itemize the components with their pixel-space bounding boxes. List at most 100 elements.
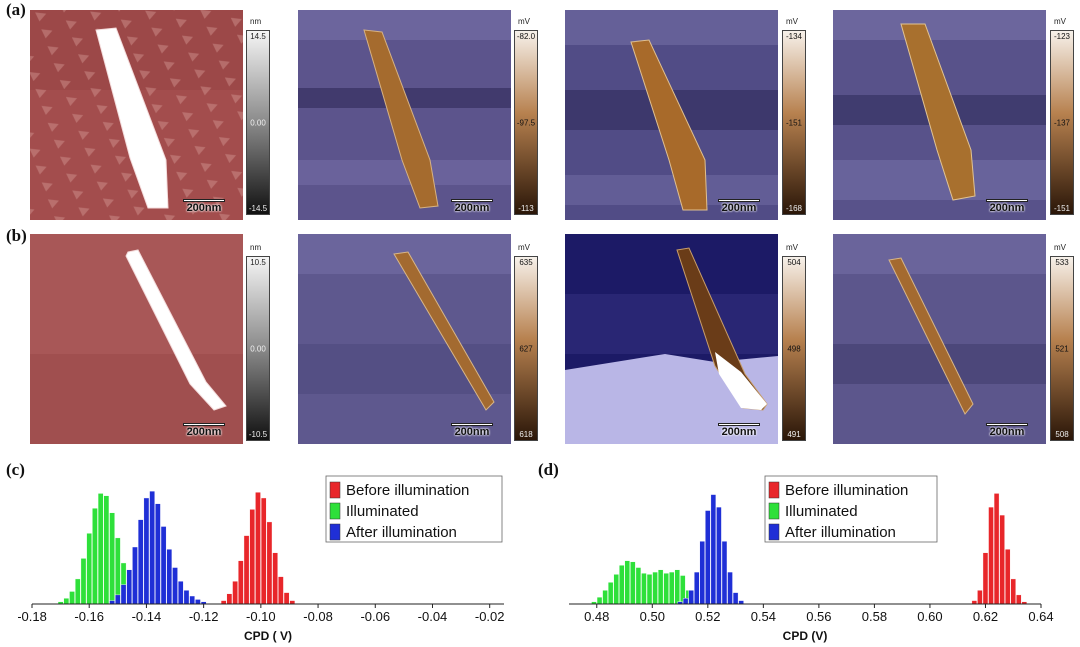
histogram-bar: [160, 526, 167, 605]
histogram-bar: [988, 506, 994, 605]
histogram-bar: [238, 560, 244, 605]
topography-colorbar-b: 10.5 0.00 -10.5: [246, 256, 270, 441]
histogram-bar: [977, 590, 983, 605]
x-tick-label: 0.58: [862, 609, 887, 624]
histogram-bar: [109, 512, 115, 605]
colorbar-unit: mV: [786, 17, 798, 26]
histogram-bar: [641, 573, 647, 605]
histogram-bar: [115, 537, 121, 605]
kpfm-colorbar-a1: -82.0 -97.5 -113: [514, 30, 538, 215]
kpfm-map-a1: 200nm: [298, 10, 511, 220]
x-tick-label: -0.18: [18, 609, 47, 624]
legend-swatch: [768, 481, 780, 499]
histogram-bar: [189, 595, 195, 605]
histogram-bar: [663, 573, 669, 605]
histogram-bar: [688, 590, 694, 605]
histogram-bar: [137, 519, 144, 605]
panel-label-c: (c): [6, 460, 25, 479]
histogram-bar: [694, 571, 700, 605]
histogram-bar: [243, 535, 250, 605]
x-tick-label: -0.08: [303, 609, 333, 624]
x-tick-label: 0.52: [695, 609, 720, 624]
topography-map-b: 200nm: [30, 234, 243, 444]
histogram-bar: [80, 558, 87, 605]
histogram-bar: [226, 593, 233, 605]
histogram-bar: [232, 580, 238, 605]
kpfm-colorbar-b1: 635 627 618: [514, 256, 538, 441]
histogram-bar: [103, 495, 110, 605]
histogram-bar: [613, 574, 619, 605]
histogram-bar: [619, 565, 625, 605]
x-tick-label: -0.14: [132, 609, 162, 624]
histogram-bar: [646, 574, 653, 605]
histogram-bar: [669, 571, 675, 605]
histogram-bar: [166, 549, 173, 605]
colorbar-unit: mV: [518, 17, 530, 26]
histogram-bar: [74, 578, 81, 605]
histogram-bar: [657, 569, 664, 605]
cpd-histogram-d: 0.48 0.50 0.52 0.54 0.56 0.58 0.60 0.62 0.64 CPD …: [555, 470, 1055, 645]
kpfm-map-b2: 200nm: [565, 234, 778, 444]
legend-swatch: [768, 523, 780, 541]
histogram-bar: [177, 580, 184, 605]
histogram-bar: [255, 492, 261, 605]
histogram-bar: [699, 541, 705, 605]
histogram-bar: [172, 567, 178, 605]
histogram-bar: [69, 591, 75, 605]
kpfm-colorbar-a3: -123 -137 -151: [1050, 30, 1074, 215]
x-tick-label: 0.60: [917, 609, 942, 624]
legend-swatch: [329, 523, 341, 541]
histogram-bar: [120, 584, 127, 605]
histogram-bar: [183, 590, 190, 605]
histogram-bar: [607, 582, 614, 605]
histogram-bar: [289, 600, 296, 605]
colorbar-unit: mV: [518, 243, 530, 252]
colorbar-unit: mV: [1054, 243, 1066, 252]
scale-bar: 200nm: [718, 199, 760, 214]
kpfm-map-a2: 200nm: [565, 10, 778, 220]
panel-label-b: (b): [6, 226, 27, 245]
histogram-bar: [624, 560, 631, 605]
x-tick-label: -0.12: [189, 609, 219, 624]
kpfm-colorbar-a2: -134 -151 -168: [782, 30, 806, 215]
x-tick-label: 0.50: [640, 609, 665, 624]
histogram-bar: [1004, 549, 1011, 605]
x-tick-label: 0.54: [751, 609, 776, 624]
x-axis-label: CPD (V): [783, 629, 828, 643]
histogram-bar: [630, 561, 636, 605]
colorbar-unit: nm: [250, 243, 262, 252]
histogram-bar: [149, 490, 155, 605]
colorbar-unit: mV: [786, 243, 798, 252]
x-tick-label: -0.16: [74, 609, 104, 624]
cpd-histogram-c: -0.18 -0.16 -0.14 -0.12 -0.10 -0.08 -0.06 -0.04…: [18, 470, 518, 645]
histogram-bar: [999, 514, 1005, 605]
histogram-bar: [727, 571, 733, 605]
x-tick-label: 0.64: [1028, 609, 1053, 624]
histogram-bar: [143, 497, 150, 605]
scale-bar: 200nm: [183, 199, 225, 214]
histogram-bar: [132, 546, 138, 605]
histogram-bar: [652, 571, 658, 605]
legend-box: [764, 475, 938, 543]
histogram-bar: [115, 594, 121, 605]
histogram-bar: [266, 521, 273, 605]
legend-box: [325, 475, 503, 543]
histogram-bar: [982, 552, 989, 605]
histogram-bar: [249, 509, 256, 605]
histogram-bar: [682, 598, 689, 605]
legend-entry: Illuminated: [346, 503, 419, 520]
histogram-bar: [738, 600, 744, 605]
legend-entry: After illumination: [785, 524, 896, 541]
legend-entry: After illumination: [346, 524, 457, 541]
histogram-bar: [1016, 594, 1022, 605]
histogram-bar: [716, 506, 722, 605]
scale-bar: 200nm: [451, 199, 493, 214]
panel-label-d: (d): [538, 460, 559, 479]
legend-swatch: [329, 481, 341, 499]
x-tick-label: -0.04: [418, 609, 448, 624]
histogram-bar: [86, 533, 92, 605]
legend-entry: Before illumination: [785, 482, 908, 499]
histogram-bar: [220, 600, 227, 605]
x-tick-label: -0.06: [360, 609, 390, 624]
scale-bar: 200nm: [451, 423, 493, 438]
